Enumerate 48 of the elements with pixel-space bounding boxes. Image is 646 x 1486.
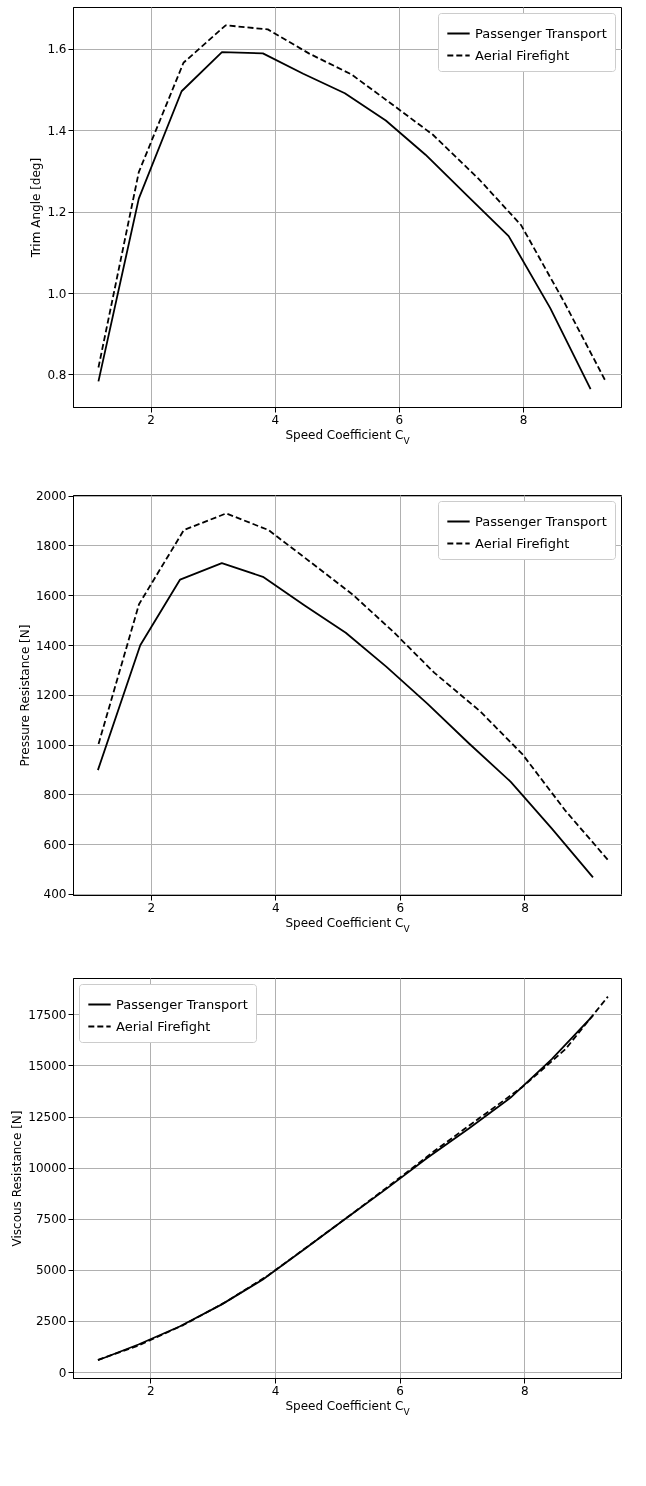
x-tick-label: 6 <box>396 900 405 915</box>
y-tick-label: 600 <box>43 837 67 852</box>
y-tick-label: 5000 <box>35 1263 67 1278</box>
x-axis-title: Speed Coefficient C$_{V}$ <box>285 1398 411 1417</box>
x-tick-label: 6 <box>395 412 404 427</box>
x-tick-label: 4 <box>272 900 280 915</box>
y-tick-label: 1.0 <box>47 286 67 301</box>
x-axis-title: Speed Coefficient C$_{V}$ <box>285 427 411 446</box>
y-tick-label: 15000 <box>28 1058 67 1073</box>
x-tick-label: 2 <box>147 412 155 427</box>
y-axis-title: Viscous Resistance [N] <box>10 1110 25 1247</box>
y-tick-label: 7500 <box>35 1212 67 1227</box>
x-tick-label: 2 <box>146 1383 155 1398</box>
y-tick-label: 1.6 <box>47 42 67 57</box>
y-tick-label: 1600 <box>35 588 67 603</box>
y-tick-label: 0 <box>58 1365 67 1380</box>
y-axis-title: Trim Angle [deg] <box>29 157 44 259</box>
x-tick-label: 4 <box>271 1383 280 1398</box>
y-tick-label: 12500 <box>28 1110 67 1125</box>
y-axis-title: Pressure Resistance [N] <box>17 624 32 767</box>
x-tick-label: 2 <box>147 900 156 915</box>
y-tick-label: 2500 <box>35 1314 67 1329</box>
x-axis-title: Speed Coefficient C$_{V}$ <box>285 915 411 934</box>
line-series <box>97 512 609 861</box>
y-tick-label: 1.4 <box>47 123 67 138</box>
x-tick-label: 6 <box>396 1383 404 1398</box>
y-tick-label: 1200 <box>35 688 67 703</box>
y-tick-label: 17500 <box>28 1007 67 1022</box>
legend-label: Passenger Transport <box>475 25 607 41</box>
y-tick-label: 1400 <box>35 638 67 653</box>
legend-label: Aerial Firefight <box>475 47 570 63</box>
y-tick-label: 1000 <box>35 738 67 752</box>
legend-label: Aerial Firefight <box>116 1018 211 1034</box>
y-tick-label: 800 <box>43 787 67 802</box>
y-tick-label: 10000 <box>28 1161 67 1176</box>
x-tick-label: 8 <box>519 412 528 427</box>
y-tick-label: 1.2 <box>47 205 67 220</box>
x-tick-label: 8 <box>521 900 529 915</box>
x-tick-label: 8 <box>521 1383 529 1398</box>
y-tick-label: 2000 <box>35 489 67 504</box>
y-tick-label: 400 <box>43 887 67 902</box>
line-series <box>97 562 594 879</box>
y-tick-label: 1800 <box>35 539 67 553</box>
legend-label: Passenger Transport <box>116 996 248 1012</box>
x-tick-label: 4 <box>271 412 280 427</box>
legend-label: Aerial Firefight <box>475 535 570 551</box>
y-tick-label: 0.8 <box>47 367 67 382</box>
legend-label: Passenger Transport <box>475 513 607 529</box>
